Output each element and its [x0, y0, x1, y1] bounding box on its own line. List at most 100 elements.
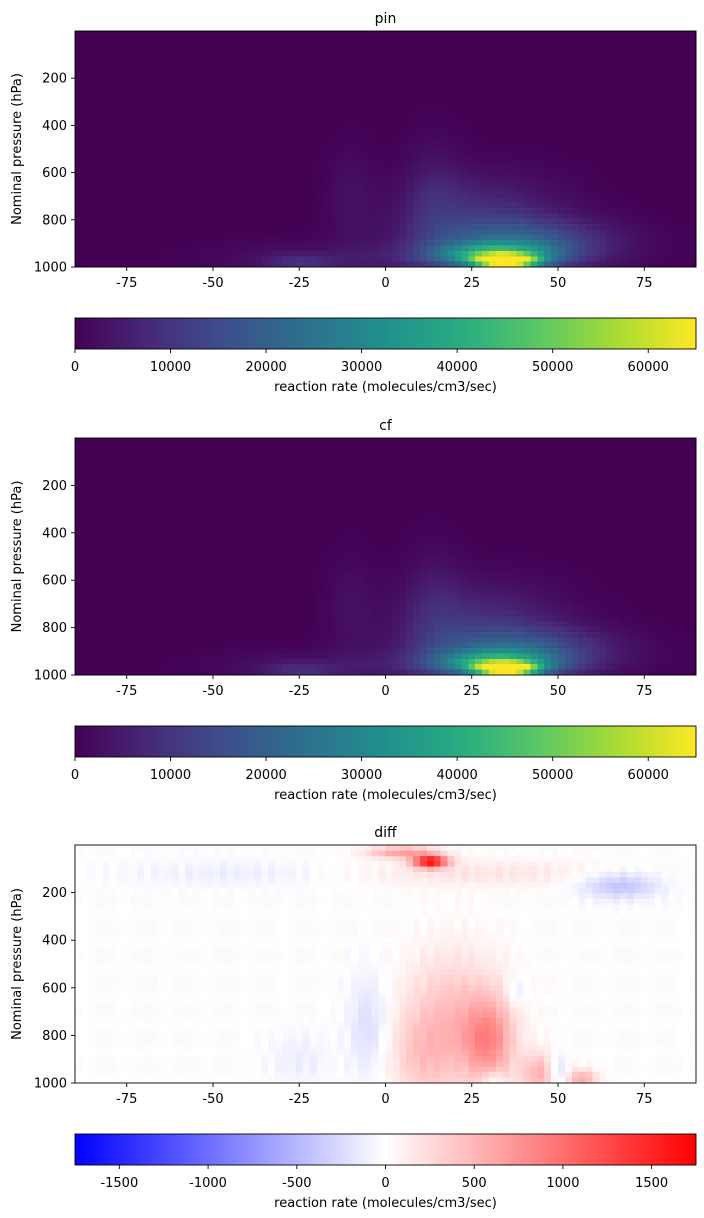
heatmap-cell: [88, 154, 97, 161]
heatmap-cell: [364, 438, 373, 444]
heatmap-cell: [461, 438, 469, 444]
heatmap-cell: [578, 79, 587, 86]
heatmap-cell: [433, 438, 442, 444]
heatmap-cell: [130, 224, 138, 231]
heatmap-cell: [150, 459, 159, 466]
heatmap-cell: [185, 52, 193, 59]
heatmap-cell: [640, 250, 649, 257]
heatmap-cell: [261, 438, 269, 444]
heatmap-cell: [385, 84, 393, 91]
heatmap-cell: [551, 63, 559, 70]
heatmap-cell: [640, 208, 649, 214]
heatmap-cell: [199, 106, 207, 113]
heatmap-cell: [157, 138, 166, 145]
heatmap-cell: [530, 143, 538, 150]
heatmap-cell: [426, 111, 435, 118]
heatmap-cell: [137, 213, 145, 220]
heatmap-cell: [144, 73, 152, 80]
heatmap-cell: [578, 165, 587, 172]
heatmap-cell: [137, 111, 145, 118]
heatmap-cell: [123, 165, 131, 172]
heatmap-cell: [81, 138, 90, 145]
heatmap-cell: [185, 224, 193, 231]
heatmap-cell: [392, 73, 400, 80]
heatmap-cell: [544, 122, 552, 129]
heatmap-cell: [613, 202, 621, 209]
heatmap-cell: [627, 181, 635, 188]
heatmap-cell: [88, 122, 97, 129]
heatmap-cell: [578, 475, 587, 482]
heatmap-cell: [288, 464, 297, 471]
heatmap-cell: [75, 481, 83, 488]
heatmap-cell: [537, 106, 545, 113]
heatmap-cell: [364, 143, 373, 150]
heatmap-cell: [102, 234, 111, 241]
heatmap-cell: [254, 100, 262, 107]
heatmap-cell: [682, 52, 690, 59]
heatmap-cell: [426, 143, 435, 150]
heatmap-cell: [268, 186, 276, 193]
heatmap-cell: [627, 256, 635, 263]
heatmap-cell: [406, 470, 414, 477]
heatmap-cell: [75, 202, 83, 209]
heatmap-cell: [150, 448, 159, 455]
heatmap-cell: [385, 491, 393, 498]
heatmap-cell: [633, 208, 642, 214]
heatmap-cell: [640, 73, 649, 80]
heatmap-cell: [282, 475, 290, 482]
heatmap-cell: [661, 229, 669, 236]
heatmap-cell: [192, 448, 200, 455]
heatmap-cell: [75, 122, 83, 129]
heatmap-cell: [150, 213, 159, 220]
heatmap-cell: [461, 132, 469, 139]
heatmap-cell: [489, 475, 497, 482]
heatmap-cell: [475, 116, 483, 123]
heatmap-cell: [523, 459, 531, 466]
heatmap-cell: [150, 106, 159, 113]
heatmap-cell: [447, 197, 456, 204]
heatmap-cell: [164, 47, 173, 54]
heatmap-cell: [668, 132, 676, 139]
heatmap-cell: [495, 470, 504, 477]
heatmap-cell: [620, 127, 628, 134]
heatmap-cell: [654, 229, 663, 236]
heatmap-cell: [81, 31, 90, 37]
heatmap-cell: [426, 47, 435, 54]
heatmap-cell: [226, 159, 235, 166]
heatmap-cell: [109, 256, 117, 263]
heatmap-cell: [233, 181, 242, 188]
heatmap-cell: [426, 213, 435, 220]
heatmap-cell: [509, 90, 518, 96]
heatmap-cell: [433, 138, 442, 145]
heatmap-cell: [654, 191, 663, 198]
heatmap-cell: [185, 154, 193, 161]
heatmap-cell: [447, 52, 456, 59]
heatmap-cell: [282, 186, 290, 193]
heatmap-cell: [551, 73, 559, 80]
heatmap-cell: [364, 154, 373, 161]
heatmap-cell: [420, 448, 428, 455]
heatmap-cell: [178, 149, 186, 155]
heatmap-cell: [164, 154, 173, 161]
heatmap-cell: [206, 84, 214, 91]
heatmap-cell: [420, 181, 428, 188]
heatmap-cell: [426, 486, 435, 493]
heatmap-cell: [495, 175, 504, 182]
heatmap-cell: [592, 486, 600, 493]
heatmap-cell: [413, 36, 421, 43]
heatmap-cell: [254, 111, 262, 118]
heatmap-cell: [316, 486, 324, 493]
heatmap-cell: [178, 68, 186, 75]
heatmap-cell: [364, 486, 373, 493]
heatmap-cell: [109, 491, 117, 498]
heatmap-cell: [689, 100, 697, 107]
heatmap-cell: [192, 122, 200, 129]
heatmap-cell: [88, 481, 97, 488]
heatmap-cell: [461, 261, 469, 268]
heatmap-cell: [295, 438, 304, 444]
heatmap-cell: [323, 234, 331, 241]
heatmap-cell: [633, 52, 642, 59]
heatmap-cell: [571, 90, 580, 96]
heatmap-cell: [530, 165, 538, 172]
heatmap-cell: [627, 229, 635, 236]
